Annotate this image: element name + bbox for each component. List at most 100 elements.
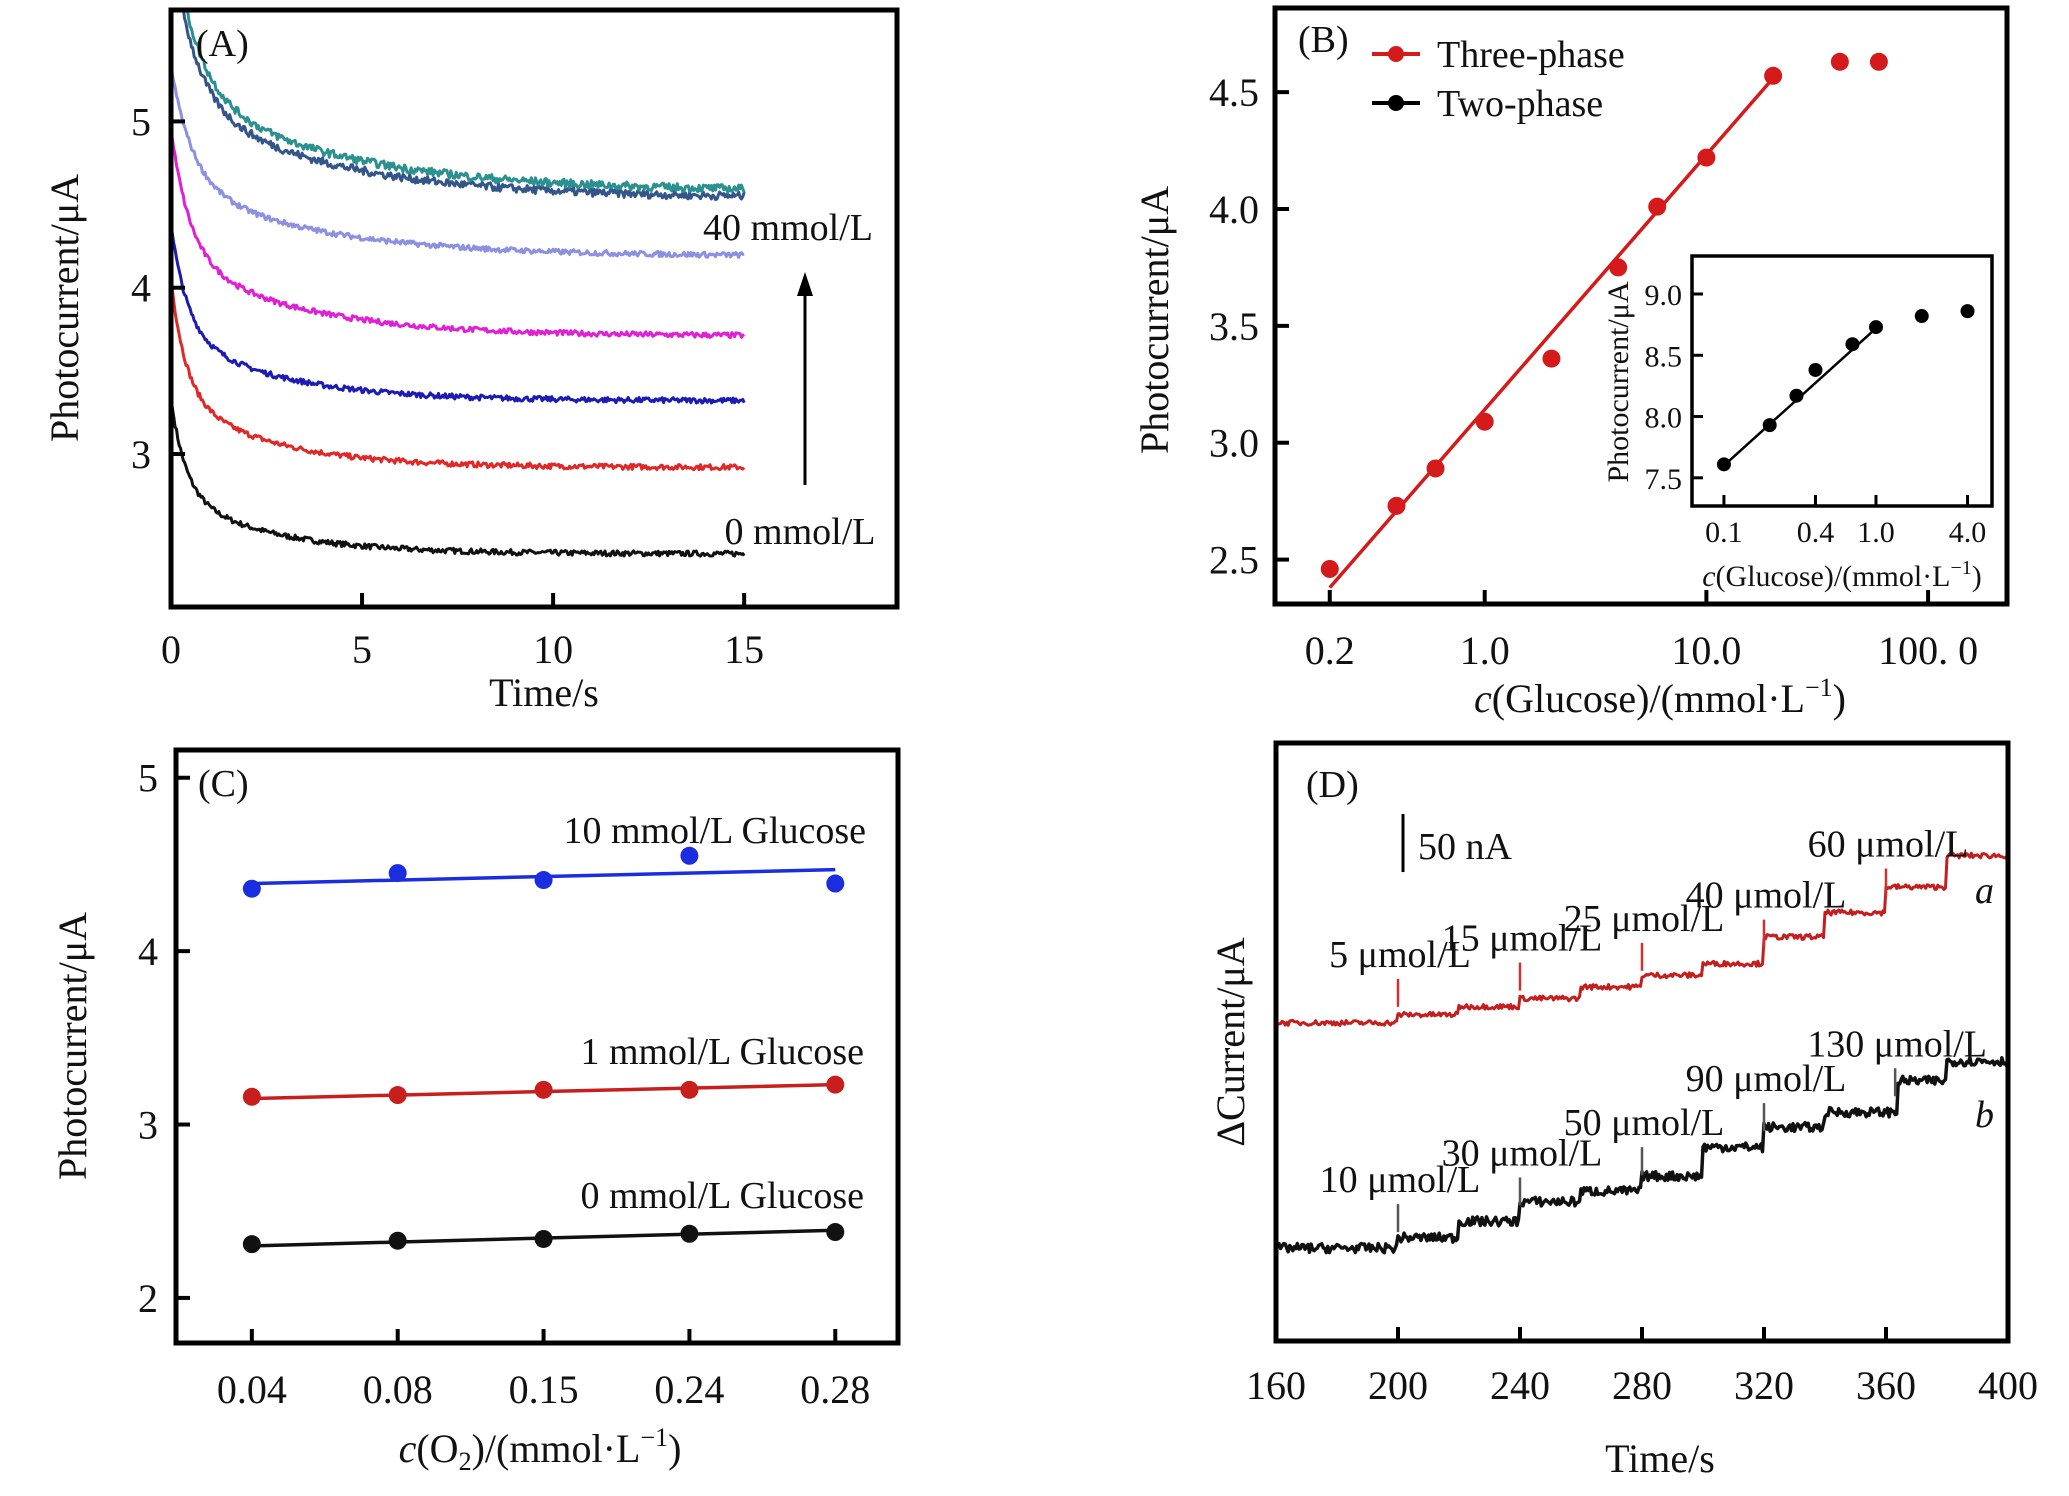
inset-data-point [1716,457,1731,472]
inset-data-point [1868,320,1883,335]
injection-label: 30 μmol/L [1442,1132,1603,1174]
panel-a-series-line [171,129,746,339]
injection-label: 25 μmol/L [1564,898,1725,940]
inset-xlabel-close: ) [1972,560,1982,593]
x-tick-label: 200 [1368,1363,1428,1408]
panel-a-ticks: 0 5 10 15 3 4 5 [131,99,764,672]
legend-label-three-phase: Three-phase [1437,34,1625,76]
panel-b-xlabel-main: (Glucose)/(mmol·L [1492,676,1805,721]
injection-label: 15 μmol/L [1442,918,1603,960]
data-point-three-phase [1869,52,1888,71]
panel-a-series-line [181,10,746,201]
arrow-up-icon [797,272,813,485]
panel-a-series-line [171,279,746,472]
panel-d-ylabel: ΔCurrent/μA [1208,937,1253,1146]
x-tick-label: 0 [161,627,181,672]
data-point-three-phase [1830,52,1849,71]
x-tick-label: 160 [1246,1363,1306,1408]
panel-c-ticks: 0.04 0.08 0.15 0.24 0.28 2 3 4 5 [138,756,870,1412]
panel-c-tag: (C) [198,763,249,805]
series-label-10mmol: 10 mmol/L Glucose [563,810,866,852]
data-point [826,1075,845,1094]
inset-x-tick-label: 4.0 [1949,516,1987,549]
y-tick-label: 5 [131,99,151,144]
panel-c-xlabel-c: c [399,1426,417,1471]
x-tick-label: 5 [352,627,372,672]
panel-a-series-line [171,224,746,405]
inset-y-tick-label: 8.0 [1645,402,1683,435]
x-tick-label: 10.0 [1671,628,1741,673]
x-tick-label: 0.2 [1305,628,1355,673]
panel-c-xlabel-pre: (O [416,1426,458,1471]
data-point [242,1235,261,1254]
panel-c-frame [173,747,901,1346]
scale-bar-label: 50 nA [1418,826,1513,868]
x-tick-label: 100. 0 [1878,628,1978,673]
inset-y-tick-label: 8.5 [1645,340,1683,373]
data-point [242,1087,261,1106]
x-tick-label: 15 [724,627,764,672]
panel-c-xlabel-sub: 2 [459,1447,472,1476]
panel-a-curves [171,10,746,558]
x-tick-label: 240 [1490,1363,1550,1408]
trace-label-b: b [1975,1094,1994,1136]
data-point-three-phase [1426,459,1445,478]
series-label-0mmol: 0 mmol/L Glucose [580,1175,864,1217]
panel-b-frame [1272,5,2010,607]
panel-a-series-line [186,10,746,194]
panel-a-ylabel: Photocurrent/μA [42,174,87,442]
data-point [388,1231,407,1250]
data-point-three-phase [1648,197,1667,216]
panel-b-plot [1320,52,1888,589]
inset-y-tick-label: 7.5 [1645,463,1683,496]
data-point [680,846,699,865]
inset-ticks: 0.1 0.4 1.0 4.0 7.5 8.0 8.5 9.0 [1645,279,1987,549]
inset-ylabel: Photocurrent/μA [1602,281,1635,482]
inset-y-tick-label: 9.0 [1645,279,1683,312]
injection-label: 40 μmol/L [1686,875,1847,917]
data-point-three-phase [1475,412,1494,431]
trace-label-a: a [1975,870,1994,912]
panel-d-xlabel: Time/s [1605,1436,1715,1481]
panel-c-xlabel-sup: −1 [640,1423,668,1452]
legend-marker-two-phase [1388,95,1404,111]
x-tick-label: 0.28 [800,1367,870,1412]
injection-label: 90 μmol/L [1686,1058,1847,1100]
panel-b-xlabel-close: ) [1833,676,1846,721]
panel-c-ylabel: Photocurrent/μA [50,912,95,1180]
panel-b-inset: 0.1 0.4 1.0 4.0 7.5 8.0 8.5 9.0 Photocurrent/μA… [1602,254,1994,593]
y-tick-label: 4 [138,929,158,974]
data-point [826,1223,845,1242]
y-tick-label: 3 [138,1103,158,1148]
panel-d-plot: 5 μmol/L15 μmol/L25 μmol/L40 μmol/L 60 μm… [1274,824,2010,1255]
panel-a-label-40mmol: 40 mmol/L [703,207,873,249]
data-point [242,879,261,898]
x-tick-label: 0.08 [363,1367,433,1412]
y-tick-label: 4.0 [1209,187,1259,232]
panel-b-xlabel-c: c [1474,676,1492,721]
legend-item-three-phase: Three-phase [1372,34,1625,76]
data-point-three-phase [1697,148,1716,167]
inset-xlabel-main: (Glucose)/(mmol·L [1716,560,1951,593]
y-tick-label: 2 [138,1276,158,1321]
panel-c: 0.04 0.08 0.15 0.24 0.28 2 3 4 5 (C) 10 mmol/L G… [50,747,901,1476]
data-point-three-phase [1387,496,1406,515]
data-point-three-phase [1320,559,1339,578]
panel-c-plot [242,846,845,1254]
x-tick-label: 1.0 [1460,628,1510,673]
data-point [534,871,553,890]
y-tick-label: 4.5 [1209,70,1259,115]
data-point [388,1086,407,1105]
data-point [826,874,845,893]
inset-data-point [1960,304,1975,319]
injection-label: 10 μmol/L [1320,1159,1481,1201]
legend-label-two-phase: Two-phase [1437,83,1603,125]
data-point [680,1080,699,1099]
panel-d-tag: (D) [1306,764,1359,806]
inset-data-point [1789,388,1804,403]
injection-label: 130 μmol/L [1807,1023,1987,1065]
panel-b-xlabel-sup: −1 [1805,673,1833,702]
panel-b: 0.2 1.0 10.0 100. 0 2.5 3.0 3.5 4.0 4.5 (B) Thre… [1132,5,2010,721]
inset-xlabel-sup: −1 [1950,557,1971,579]
